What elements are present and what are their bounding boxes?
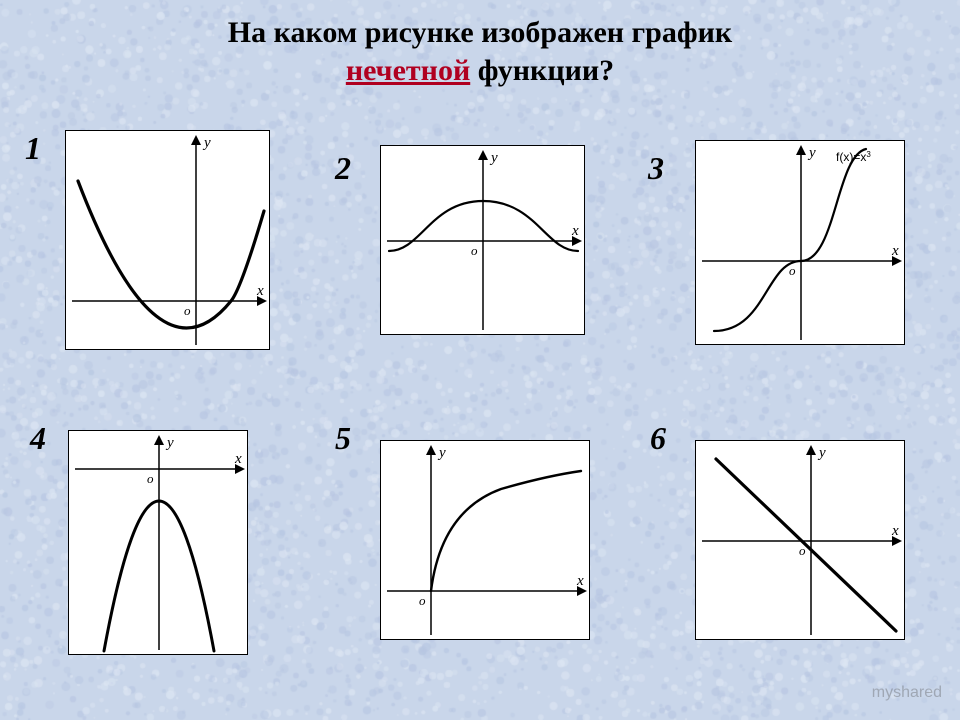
plot-svg-2: y x o [381, 146, 586, 336]
svg-text:x: x [234, 451, 242, 467]
title-underlined-word: нечетной [346, 54, 470, 87]
svg-text:y: y [489, 150, 498, 166]
title-line-2-rest: функции? [470, 54, 614, 87]
svg-text:f(x)=x3: f(x)=x3 [836, 150, 871, 165]
svg-text:y: y [165, 435, 174, 451]
svg-text:o: o [147, 471, 154, 486]
plot-6: yxo [695, 440, 905, 640]
svg-text:o: o [471, 243, 478, 258]
plot-cell-1: 1 y x o [0, 130, 320, 395]
plot-number-6: 6 [650, 420, 666, 457]
svg-text:x: x [576, 573, 584, 589]
plot-svg-5: y x o [381, 441, 591, 641]
plot-number-2: 2 [335, 150, 351, 187]
plot-svg-1: y x o [66, 131, 271, 351]
svg-text:x: x [891, 523, 899, 539]
watermark: myshared [872, 684, 942, 702]
curve-3 [714, 149, 866, 331]
svg-text:o: o [419, 593, 426, 608]
plot-1: y x o [65, 130, 270, 350]
plot-svg-4: y x o [69, 431, 249, 656]
plot-svg-3: y x o f(x)=x3 [696, 141, 906, 346]
plot-5: y x o [380, 440, 590, 640]
question-title: На каком рисунке изображен график нечетн… [0, 0, 960, 89]
title-line-1: На каком рисунке изображен график [0, 14, 960, 52]
plot-3: y x o f(x)=x3 [695, 140, 905, 345]
plots-grid: 1yxo2yxo3yxof(x)=x34yxo5yxo6yxo [0, 130, 960, 690]
svg-text:y: y [437, 445, 446, 461]
plot-cell-4: 4yxo [0, 425, 320, 690]
plot-cell-6: 6yxo [640, 425, 960, 690]
plot-number-4: 4 [30, 420, 46, 457]
curve-5 [431, 471, 581, 591]
curve-1 [78, 181, 264, 328]
svg-text:y: y [202, 135, 211, 151]
svg-text:y: y [807, 145, 816, 161]
plot-cell-5: 5yxo [320, 425, 640, 690]
plot-2: y x o [380, 145, 585, 335]
svg-text:o: o [184, 303, 191, 318]
plot-cell-2: 2 y x o [320, 130, 640, 395]
plot-number-3: 3 [648, 150, 664, 187]
svg-text:x: x [571, 223, 579, 239]
curve-6 [716, 459, 896, 631]
plot-number-5: 5 [335, 420, 351, 457]
svg-text:x: x [891, 243, 899, 259]
slide-content: На каком рисунке изображен график нечетн… [0, 0, 960, 720]
svg-text:o: o [789, 263, 796, 278]
svg-text:y: y [817, 445, 826, 461]
title-line-2: нечетной функции? [0, 52, 960, 90]
plot-cell-3: 3 y x o f(x)=x3 [640, 130, 960, 395]
plot-4: y x o [68, 430, 248, 655]
plot-number-1: 1 [25, 130, 41, 167]
plot-svg-6: yxo [696, 441, 906, 641]
svg-text:x: x [256, 283, 264, 299]
